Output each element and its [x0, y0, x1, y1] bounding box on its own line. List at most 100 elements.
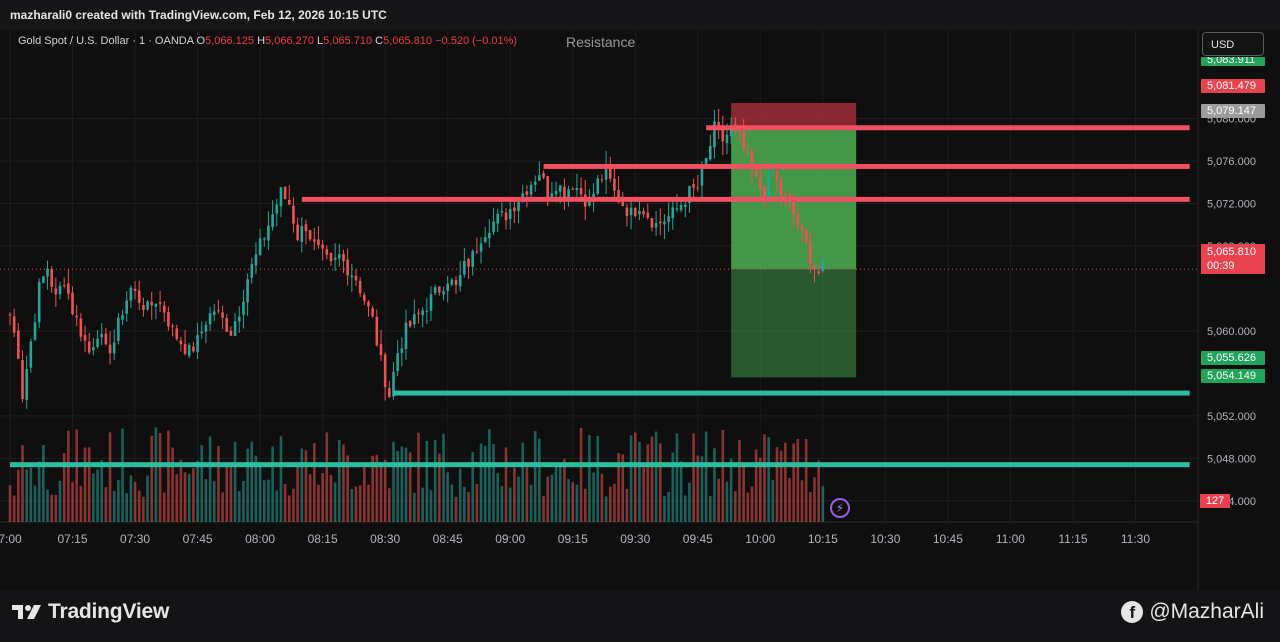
volume-bar	[408, 452, 412, 522]
volume-bar	[338, 439, 341, 522]
ohlc-legend: Gold Spot / U.S. Dollar · 1 · OANDA O 5,0…	[18, 35, 517, 47]
volume-bar	[67, 430, 70, 522]
volume-bar	[821, 485, 825, 522]
close-value: 5,065.810	[383, 35, 433, 47]
candle-body	[571, 188, 575, 190]
volume-bar	[529, 484, 533, 522]
support-line	[10, 462, 1190, 468]
volume-bar	[333, 482, 337, 522]
candle-body	[663, 221, 666, 225]
candle-body	[508, 208, 512, 220]
candle-body	[179, 340, 183, 345]
candle-body	[433, 287, 437, 294]
volume-bar	[379, 461, 383, 522]
volume-bar	[538, 438, 541, 522]
candle-body	[8, 314, 12, 316]
candle-body	[738, 130, 741, 133]
candle-body	[729, 125, 733, 137]
symbol-name[interactable]: Gold Spot / U.S. Dollar · 1 · OANDA	[18, 35, 194, 47]
candle-body	[375, 317, 379, 346]
volume-bar	[596, 435, 600, 522]
candle-body	[638, 210, 641, 215]
volume-bar	[129, 475, 133, 522]
candle-body	[721, 126, 725, 142]
volume-bar	[796, 438, 800, 522]
volume-bar	[8, 485, 12, 522]
lightning-icon[interactable]: ⚡	[830, 498, 850, 518]
candle-body	[313, 239, 316, 242]
volume-bar	[346, 455, 349, 522]
volume-bar	[29, 467, 33, 522]
candle-body	[233, 321, 237, 336]
volume-bar	[75, 429, 78, 522]
author-handle: @MazharAli	[1149, 600, 1264, 623]
candle-body	[479, 243, 483, 252]
volume-bar	[254, 455, 258, 522]
low-label: L	[317, 35, 324, 47]
candle-body	[17, 330, 20, 359]
volume-bar	[517, 476, 520, 522]
volume-bar	[554, 462, 558, 522]
volume-bar	[433, 439, 437, 522]
candle-body	[579, 188, 583, 195]
volume-bar	[229, 462, 233, 522]
volume-bar	[262, 480, 266, 522]
volume-bar	[792, 443, 795, 522]
candle-body	[429, 294, 433, 311]
volume-bar	[267, 479, 270, 522]
candle-body	[12, 316, 16, 333]
volume-bar	[438, 453, 441, 522]
volume-bar	[304, 450, 308, 522]
candle-body	[700, 167, 704, 186]
candle-body	[575, 188, 579, 190]
volume-bar	[371, 455, 374, 522]
volume-bar	[292, 488, 295, 522]
volume-bar	[237, 491, 241, 522]
candle-body	[62, 284, 66, 286]
candle-body	[342, 254, 345, 262]
volume-bar	[442, 433, 445, 522]
volume-bar	[121, 428, 124, 522]
candle-body	[133, 288, 137, 291]
volume-bar	[663, 495, 666, 522]
resistance-line	[706, 125, 1190, 131]
open-label: O	[196, 35, 206, 47]
candle-body	[71, 292, 74, 315]
volume-bar	[784, 442, 787, 522]
y-tick-label: 5,076.000	[1207, 156, 1256, 168]
candle-body	[271, 214, 274, 227]
volume-bar	[325, 432, 329, 522]
candle-body	[675, 208, 679, 210]
volume-bar	[421, 487, 424, 522]
volume-bar	[742, 464, 745, 522]
volume-bar	[300, 448, 304, 522]
volume-bar	[483, 445, 487, 522]
volume-bar	[258, 465, 262, 522]
candlestick-chart[interactable]: 5,080.0005,076.0005,072.0005,068.0005,06…	[0, 30, 1280, 590]
tradingview-logo-icon	[12, 602, 42, 622]
candle-body	[633, 208, 637, 216]
volume-bar	[250, 441, 254, 522]
volume-bar	[692, 433, 695, 522]
tradingview-logo[interactable]: TradingView	[12, 600, 169, 624]
volume-bar	[179, 459, 183, 522]
volume-bar	[667, 491, 670, 522]
resistance-annotation[interactable]: Resistance	[566, 34, 636, 50]
volume-bar	[513, 467, 516, 522]
x-tick-label: 08:15	[308, 532, 338, 546]
y-tick-label: 5,048.000	[1207, 453, 1256, 465]
candle-body	[404, 322, 408, 349]
volume-bar	[508, 487, 512, 522]
candle-body	[196, 335, 199, 353]
volume-bar	[246, 448, 249, 522]
candle-body	[183, 343, 187, 355]
candle-body	[142, 304, 145, 311]
currency-button[interactable]: USD	[1202, 32, 1264, 56]
volume-bar	[283, 484, 287, 522]
volume-bar	[604, 496, 608, 522]
y-tick-label: 5,072.000	[1207, 199, 1256, 211]
candle-body	[775, 170, 779, 180]
chart-area[interactable]: 5,080.0005,076.0005,072.0005,068.0005,06…	[0, 30, 1280, 590]
volume-bar	[321, 473, 324, 522]
price-tag-entry: 5,079.147	[1201, 104, 1265, 118]
